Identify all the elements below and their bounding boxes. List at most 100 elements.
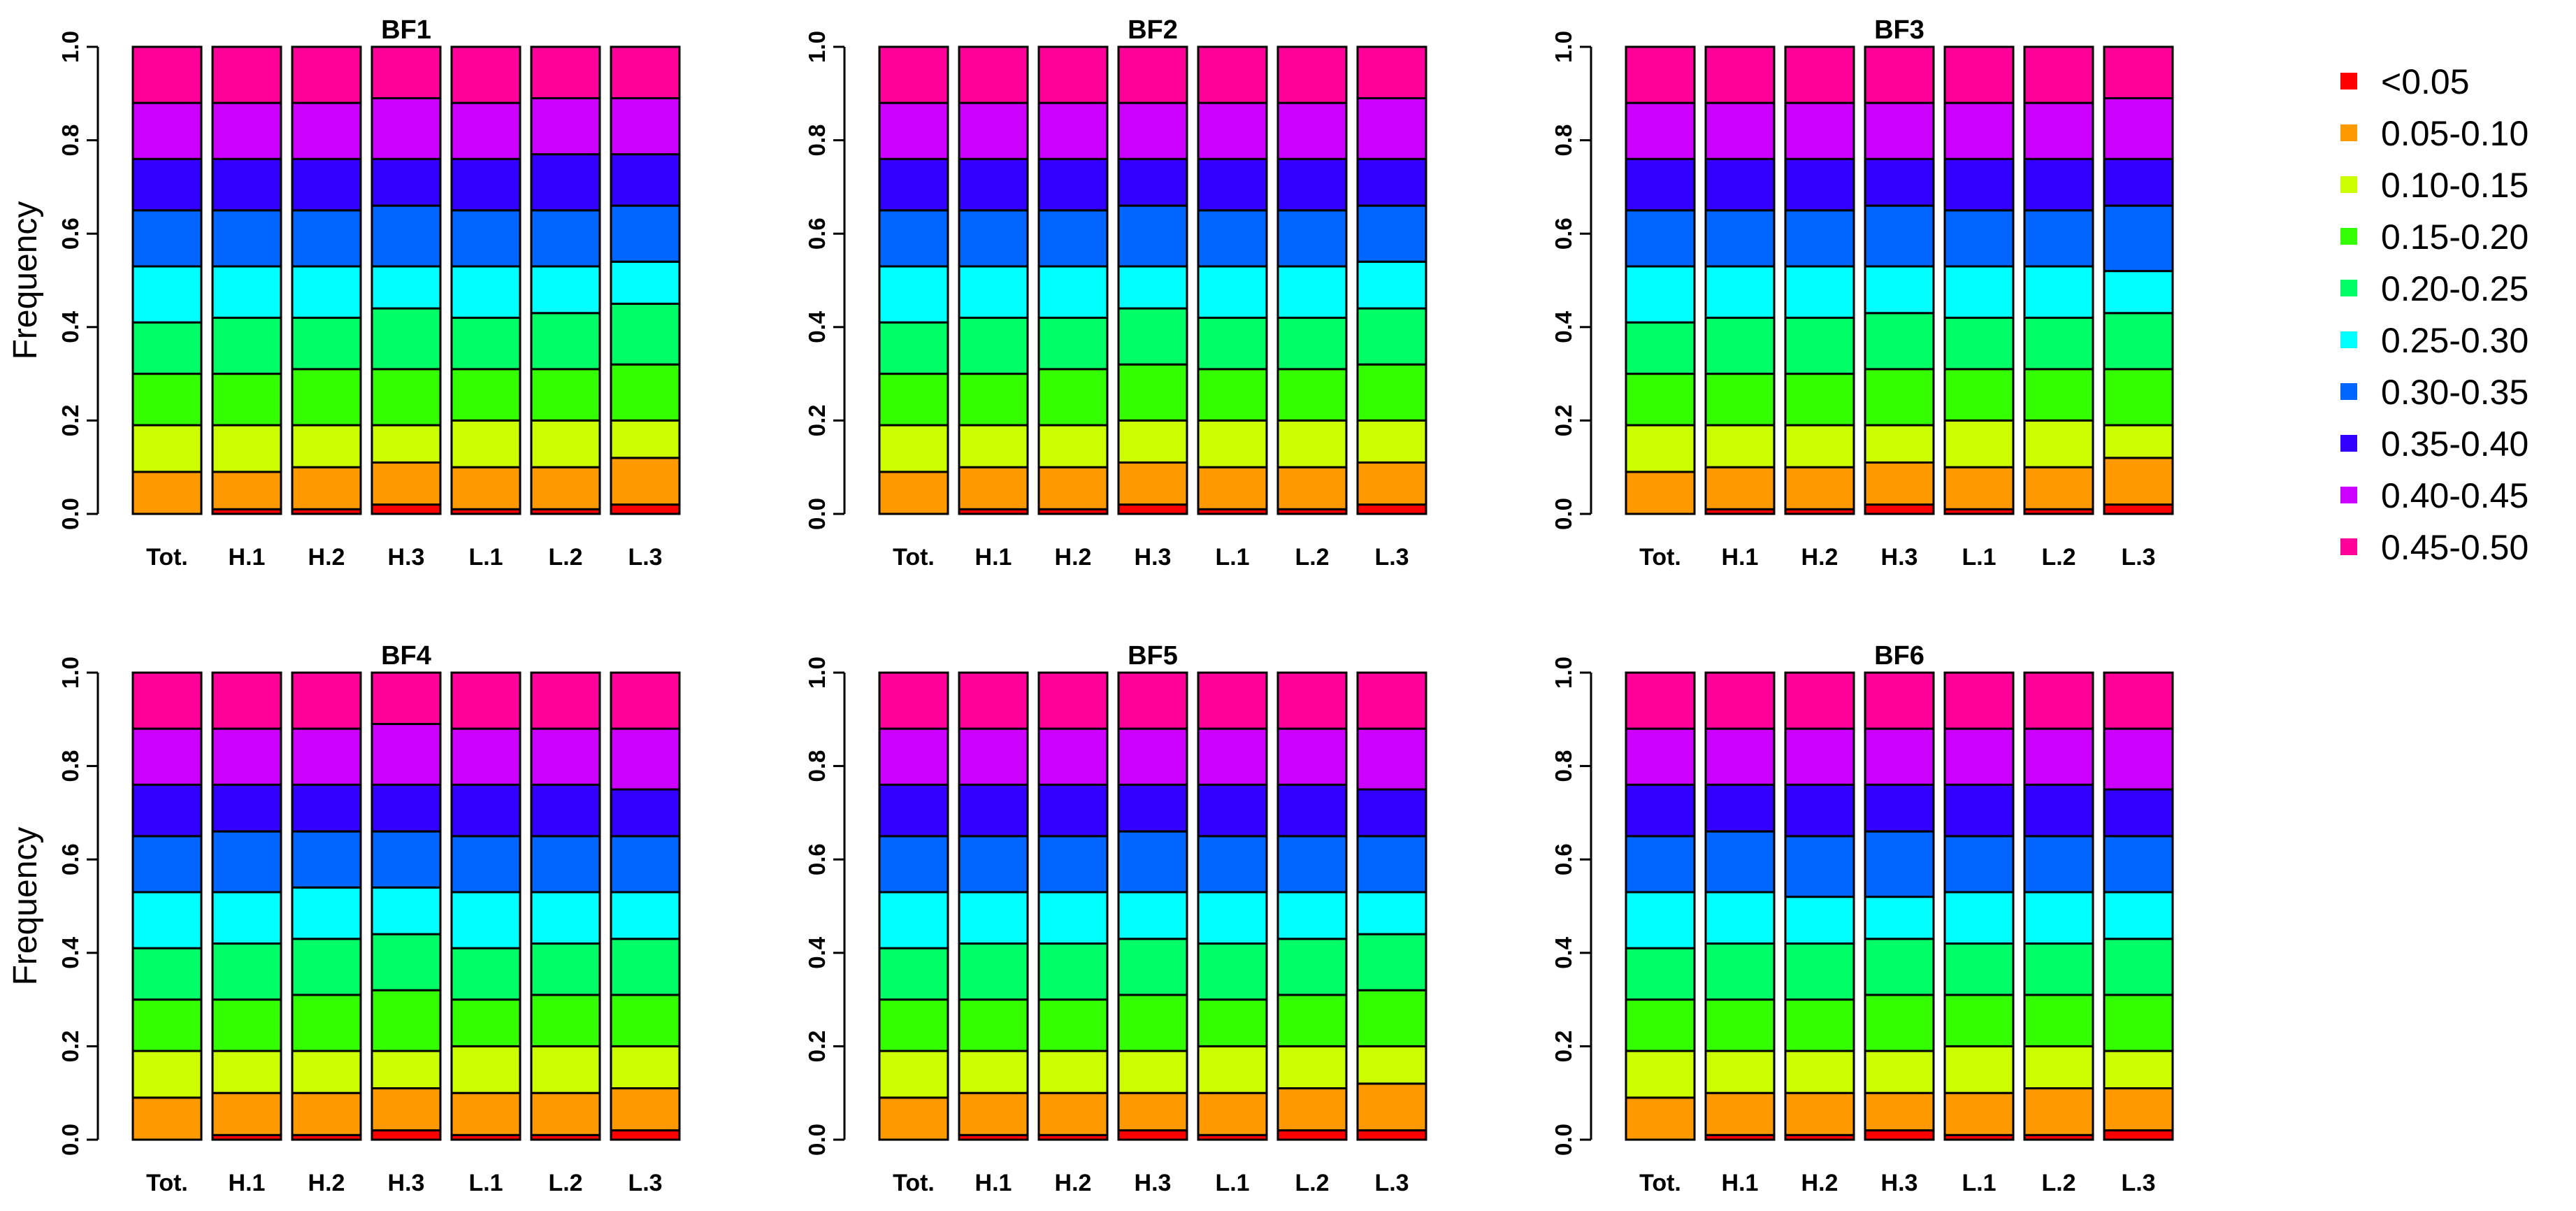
bar-segment (530, 1045, 601, 1094)
bar-segment (131, 998, 203, 1052)
bar-segment (131, 101, 203, 160)
bar-segment (1864, 727, 1935, 786)
bar-segment (1197, 835, 1268, 894)
bar-segment (1784, 157, 1855, 212)
bar-segment (1276, 938, 1348, 996)
bar-segment (1276, 466, 1348, 510)
bar-segment (211, 209, 282, 268)
bar-segment (878, 471, 949, 515)
bar-Tot. (878, 45, 949, 515)
bar-segment (291, 671, 362, 730)
bar-segment (2023, 1087, 2094, 1136)
bar-segment (1864, 424, 1935, 464)
bar-segment (131, 209, 203, 268)
x-tick-label: H.1 (229, 1170, 266, 1196)
bar-segment (291, 466, 362, 510)
bar-segment (530, 265, 601, 315)
bar-segment (291, 265, 362, 319)
bar-segment (610, 788, 681, 838)
y-tick-label: 0.0 (804, 1124, 830, 1156)
bar-segment (1625, 727, 1696, 786)
panel-title: BF2 (1128, 15, 1178, 45)
legend-swatch (2340, 124, 2357, 141)
legend-label: 0.05-0.10 (2381, 114, 2528, 153)
legend-item: 0.05-0.10 (2340, 114, 2528, 153)
bar-H.3 (1864, 671, 1935, 1141)
bar-segment (530, 368, 601, 422)
bar-segment (530, 419, 601, 468)
y-tick-label: 0.2 (804, 1030, 830, 1062)
bar-segment (131, 265, 203, 324)
bar-segment (1864, 1091, 1935, 1132)
legend-swatch (2340, 176, 2357, 193)
bar-segment (370, 722, 442, 786)
bar-segment (211, 424, 282, 473)
bar-L.1 (1943, 45, 2015, 515)
x-tick-label: L.2 (1295, 544, 1329, 571)
legend-swatch (2340, 435, 2357, 452)
x-tick-label: L.2 (548, 544, 582, 571)
bar-segment (450, 157, 521, 212)
bar-segment (370, 157, 442, 207)
y-tick-label: 0.8 (804, 124, 830, 157)
bar-segment (2023, 368, 2094, 422)
bar-segment (1864, 157, 1935, 207)
bar-segment (878, 209, 949, 268)
bar-segment (1704, 998, 1776, 1052)
bar-segment (1276, 1087, 1348, 1132)
bar-segment (2103, 503, 2174, 515)
x-tick-label: H.3 (1135, 544, 1172, 571)
bar-segment (2023, 942, 2094, 996)
bar-segment (131, 671, 203, 730)
bar-segment (1356, 989, 1427, 1047)
legend-swatch (2340, 383, 2357, 400)
bar-segment (1276, 209, 1348, 268)
bar-segment (878, 998, 949, 1052)
x-tick-label: H.1 (1722, 1170, 1759, 1196)
y-tick-label: 1.0 (1550, 657, 1576, 689)
bar-segment (1625, 321, 1696, 375)
bar-segment (450, 45, 521, 104)
bar-segment (958, 835, 1029, 894)
bar-H.2 (291, 45, 362, 515)
bar-segment (1037, 265, 1109, 319)
legend-label: <0.05 (2381, 62, 2470, 101)
bar-segment (1784, 466, 1855, 510)
bar-segment (2103, 96, 2174, 160)
bar-segment (211, 891, 282, 945)
bar-segment (211, 830, 282, 894)
bar-segment (450, 783, 521, 838)
bar-segment (2103, 891, 2174, 940)
bar-segment (450, 101, 521, 160)
bar-segment (610, 363, 681, 422)
bar-H.3 (1117, 45, 1188, 515)
bar-segment (2023, 316, 2094, 371)
legend-swatch (2340, 538, 2357, 555)
x-tick-label: L.1 (1962, 544, 1996, 571)
bar-segment (610, 419, 681, 459)
y-tick-label: 1.0 (804, 657, 830, 689)
bar-segment (1037, 727, 1109, 786)
bar-segment (450, 265, 521, 319)
bar-segment (1625, 671, 1696, 730)
bar-segment (530, 783, 601, 838)
bar-segment (1625, 891, 1696, 950)
bar-segment (450, 1045, 521, 1094)
bar-segment (1197, 209, 1268, 268)
bar-segment (2103, 457, 2174, 506)
bar-segment (2023, 1045, 2094, 1090)
bar-L.2 (1276, 671, 1348, 1141)
bar-segment (1117, 891, 1188, 940)
bar-segment (1704, 265, 1776, 319)
bar-segment (2023, 994, 2094, 1047)
bar-segment (530, 153, 601, 212)
bar-segment (1197, 316, 1268, 371)
panels-group: BF1 0.0 0.2 0.4 0.6 0.8 1.0 Frequency Tot. H.1 H.2… (7, 15, 2174, 1196)
bar-segment (291, 157, 362, 212)
bar-segment (1625, 209, 1696, 268)
bar-segment (1625, 998, 1696, 1052)
bar-segment (1625, 101, 1696, 160)
x-tick-label: L.1 (1215, 544, 1249, 571)
x-tick-label: L.2 (1295, 1170, 1329, 1196)
bar-segment (958, 101, 1029, 160)
